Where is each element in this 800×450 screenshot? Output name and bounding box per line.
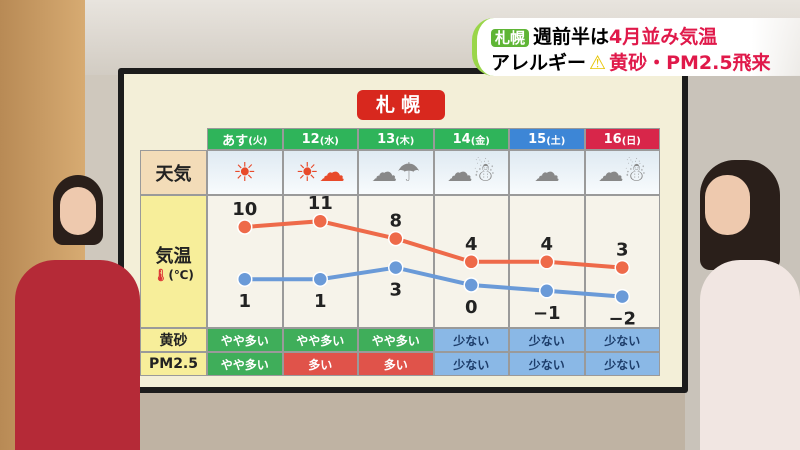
pm25-level: 少ない [433,352,509,376]
kosa-level: 少ない [584,328,660,352]
temperature-label: 気温 [155,245,192,267]
day-header: あす (火) [207,128,283,150]
temperature-unit: 🌡(℃) [153,267,194,282]
high-temp-line [244,219,623,270]
row-label-temperature: 気温 🌡(℃) [140,195,207,328]
high-temp-point [463,254,479,270]
high-temp-point [237,219,253,235]
low-temp-point [463,277,479,293]
day-header: 16 (日) [584,128,660,150]
high-temp-label: 8 [389,211,402,232]
warning-icon: ⚠ [589,52,607,74]
low-temp-point [388,259,404,276]
caption-text: 週前半は [533,26,610,48]
kosa-level: やや多い [282,328,358,352]
day-header: 12 (水) [282,128,358,150]
high-temp-label: 4 [465,234,478,255]
kosa-level: やや多い [207,328,283,352]
high-temp-label: 3 [616,240,629,261]
city-title: 札幌 [357,90,445,120]
weather-icon-sunny: ☀ [207,150,283,195]
temperature-cell [207,195,283,328]
weather-icon-cloudy-occasional-snow: ☁☃ [584,150,660,195]
pm25-level: 少ない [584,352,660,376]
low-temp-point [539,283,555,299]
low-temp-label: 3 [389,280,402,301]
high-temp-point [388,230,404,247]
caption-text: アレルギー [491,52,587,74]
high-temp-point [614,259,630,276]
row-label-weather: 天気 [140,150,207,195]
low-temp-label: −1 [533,303,561,324]
weather-icon-cloudy: ☁ [509,150,585,195]
high-temp-label: 10 [232,199,257,220]
caption-highlight: 黄砂・PM2.5飛来 [609,52,771,74]
high-temp-point [312,213,328,229]
low-temp-label: 1 [314,291,327,312]
kosa-level: やや多い [358,328,434,352]
caption-location-tag: 札幌 [491,29,530,47]
low-temp-label: 1 [238,291,251,312]
pm25-level: やや多い [207,352,283,376]
day-header: 14 (金) [433,128,509,150]
row-label-kosa: 黄砂 [140,328,207,352]
kosa-level: 少ない [509,328,585,352]
presenter-right [700,160,800,450]
high-temp-point [539,254,555,270]
day-header: 13 (木) [358,128,434,150]
caption-line-2: アレルギー ⚠ 黄砂・PM2.5飛来 [491,48,771,75]
day-header: 15 (土) [509,128,585,150]
news-caption: 札幌 週前半は4月並み気温 アレルギー ⚠ 黄砂・PM2.5飛来 [472,18,800,76]
high-temp-label: 11 [308,193,333,214]
studio-floor [85,390,685,450]
kosa-level: 少ない [433,328,509,352]
weather-icon-sunny-then-cloudy: ☀☁ [282,150,358,195]
thermometer-icon: 🌡 [153,267,169,282]
weather-icon-cloudy-occasional-snow: ☁☃ [433,150,509,195]
presenter-left [15,175,140,450]
low-temp-line [244,265,623,299]
high-temp-label: 4 [540,234,553,255]
weather-icon-cloudy-occasional-rain: ☁☂ [358,150,434,195]
low-temp-label: −2 [608,309,636,330]
low-temp-label: 0 [465,297,478,318]
low-temp-point [614,288,630,305]
pm25-level: 多い [282,352,358,376]
low-temp-point [312,271,328,287]
caption-line-1: 札幌 週前半は4月並み気温 [491,22,717,49]
pm25-level: 多い [358,352,434,376]
pm25-level: 少ない [509,352,585,376]
row-label-pm25: PM2.5 [140,352,207,376]
caption-highlight: 4月並み気温 [609,26,718,48]
low-temp-point [237,271,253,287]
